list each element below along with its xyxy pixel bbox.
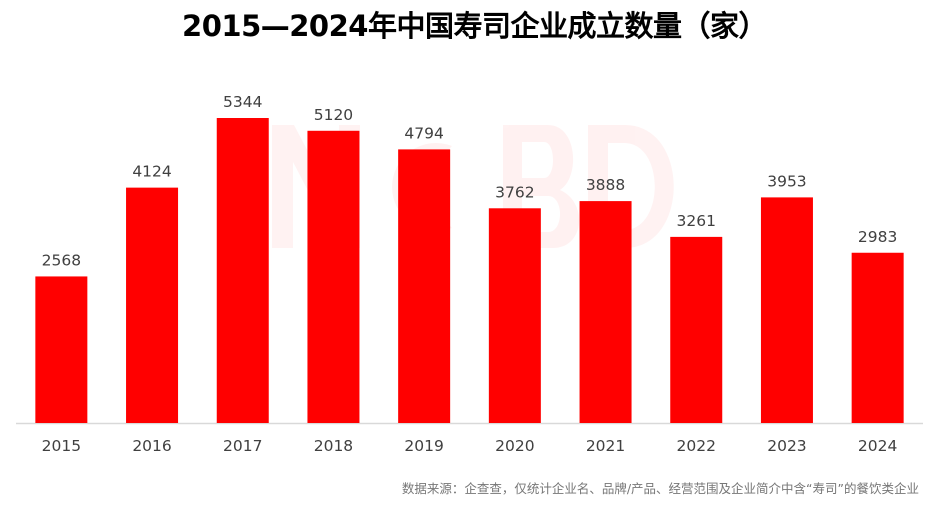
value-label-2015: 2568 <box>42 251 81 269</box>
chart-title: 2015—2024年中国寿司企业成立数量（家） <box>182 9 767 43</box>
x-tick-label-2021: 2021 <box>586 437 625 455</box>
value-label-2020: 3762 <box>495 183 534 201</box>
bar-2023 <box>760 197 813 423</box>
value-label-2019: 4794 <box>404 124 443 142</box>
bar-2022 <box>670 236 723 423</box>
x-tick-label-2015: 2015 <box>42 437 81 455</box>
x-tick-label-2016: 2016 <box>132 437 171 455</box>
value-label-2022: 3261 <box>677 212 716 230</box>
value-label-2021: 3888 <box>586 176 625 194</box>
bar-2021 <box>579 201 632 423</box>
source-note: 数据来源：企查查，仅统计企业名、品牌/产品、经营范围及企业简介中含“寿司”的餐饮… <box>401 481 919 496</box>
value-label-2016: 4124 <box>132 163 171 181</box>
value-label-2024: 2983 <box>858 228 897 246</box>
bar-2020 <box>488 208 541 423</box>
x-tick-label-2019: 2019 <box>404 437 443 455</box>
bar-2015 <box>35 276 88 423</box>
value-label-2017: 5344 <box>223 93 262 111</box>
x-tick-label-2020: 2020 <box>495 437 534 455</box>
x-tick-label-2024: 2024 <box>858 437 897 455</box>
x-tick-label-2022: 2022 <box>677 437 716 455</box>
bar-2019 <box>398 149 451 423</box>
bar-2017 <box>216 118 269 423</box>
x-tick-label-2023: 2023 <box>767 437 806 455</box>
bar-2016 <box>126 187 179 423</box>
bar-2024 <box>851 252 904 423</box>
value-label-2023: 3953 <box>767 172 806 190</box>
x-tick-label-2018: 2018 <box>314 437 353 455</box>
x-tick-label-2017: 2017 <box>223 437 262 455</box>
value-label-2018: 5120 <box>314 106 353 124</box>
bar-2018 <box>307 130 360 423</box>
